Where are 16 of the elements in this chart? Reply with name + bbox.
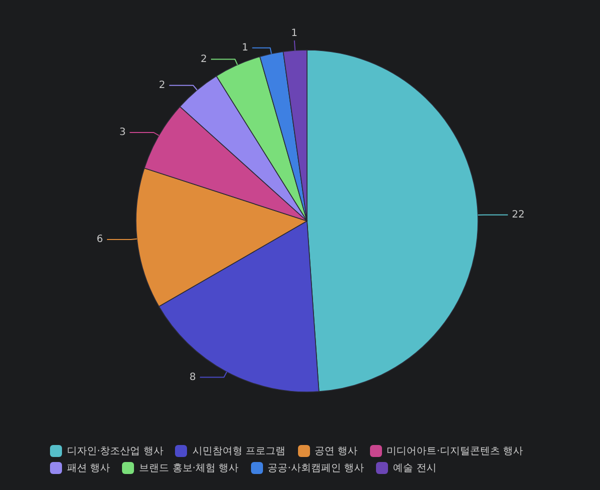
legend-label: 공공·사회캠페인 행사 [268,462,364,474]
legend-label: 패션 행사 [67,462,110,474]
legend-label: 시민참여형 프로그램 [192,444,286,458]
data-label: 3 [119,127,126,138]
legend-label: 디자인·창조산업 행사 [67,444,164,458]
data-label: 8 [190,372,196,383]
data-label: 2 [158,80,166,91]
data-label: 2 [200,54,208,65]
legend-label: 예술 전시 [393,462,436,474]
legend-label: 브랜드 홍보·체험 행사 [139,462,239,474]
data-label: 1 [242,42,248,54]
data-label: 1 [291,28,298,39]
data-label: 6 [96,234,103,245]
legend-label: 공연 행사 [314,444,358,458]
legend-label: 미디어아트·디지털콘텐츠 행사 [386,444,524,458]
data-label: 22 [512,209,525,220]
